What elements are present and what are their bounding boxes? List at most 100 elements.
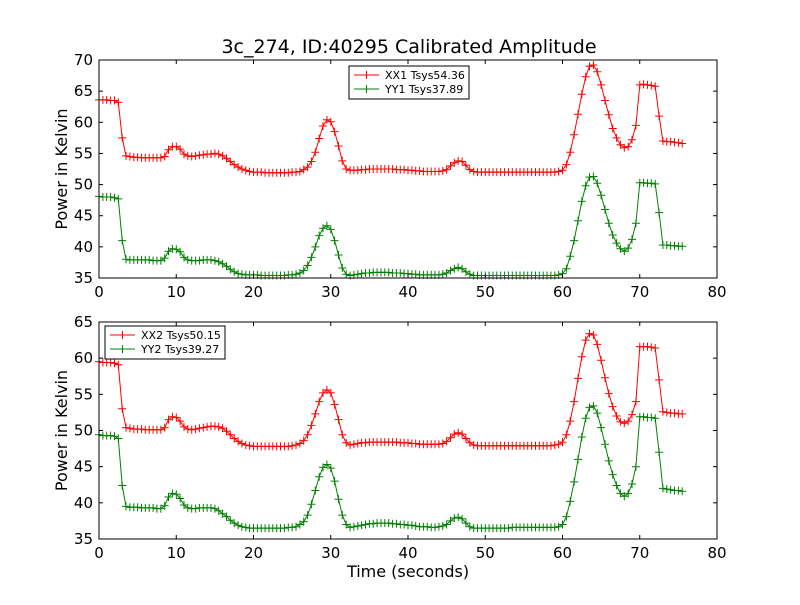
data-point [450, 514, 459, 522]
data-point [601, 205, 609, 214]
data-point [214, 257, 223, 266]
data-point [234, 437, 243, 446]
data-point [434, 522, 443, 531]
data-point [357, 269, 366, 278]
data-point [585, 62, 594, 71]
data-point [407, 166, 416, 175]
data-point [438, 439, 447, 448]
data-point [593, 179, 602, 188]
data-point [322, 221, 331, 230]
data-point [392, 438, 401, 447]
data-point [554, 522, 563, 531]
data-point [631, 462, 640, 471]
data-point [334, 415, 343, 424]
data-point [214, 422, 223, 431]
data-point [434, 440, 443, 449]
data-point [334, 495, 343, 504]
data-point [118, 404, 127, 413]
data-point [601, 96, 609, 105]
data-point [678, 409, 687, 418]
data-point [106, 431, 115, 440]
data-point [102, 95, 111, 104]
data-point [338, 264, 347, 272]
data-point [566, 148, 575, 157]
data-point [570, 236, 579, 245]
data-point [384, 268, 393, 277]
y-axis-label: Power in Kelvin [52, 370, 71, 491]
data-point [570, 397, 579, 406]
data-point [597, 423, 606, 432]
data-point [631, 219, 640, 228]
data-point [195, 424, 204, 433]
data-point [307, 253, 316, 262]
data-point [284, 442, 293, 451]
data-point [678, 139, 687, 148]
data-point [404, 438, 412, 447]
y-tick-label: 55 [74, 385, 93, 403]
data-point [330, 400, 339, 409]
data-point [597, 356, 606, 365]
data-point [311, 409, 320, 418]
data-point [628, 410, 636, 419]
data-point [662, 408, 671, 417]
data-point [326, 225, 335, 234]
y-tick-label: 65 [74, 82, 93, 100]
data-point [210, 504, 219, 513]
data-point [241, 441, 250, 449]
data-point [674, 138, 683, 147]
data-point [604, 456, 613, 465]
data-point [160, 501, 169, 510]
data-point [311, 148, 320, 157]
data-point [353, 166, 362, 175]
data-point [237, 439, 246, 448]
data-point [574, 110, 582, 119]
data-point [608, 402, 617, 411]
data-point [558, 520, 567, 529]
data-point [585, 329, 594, 338]
data-point [299, 436, 308, 445]
data-point [658, 137, 667, 145]
data-point [554, 167, 563, 176]
data-point [461, 161, 470, 170]
data-point [601, 373, 609, 382]
data-point [315, 472, 324, 481]
y-axis-label: Power in Kelvin [52, 108, 71, 229]
data-point [655, 448, 664, 457]
data-point [628, 235, 636, 244]
data-point [461, 434, 470, 443]
data-point [176, 145, 185, 154]
data-point [454, 513, 463, 522]
data-point [620, 419, 629, 428]
series-2-group [95, 172, 687, 280]
data-point [122, 255, 130, 264]
top-panel: 0 10 20 30 40 50 60 70 80 35 40 45 50 55 60 65 70 Power i… [52, 51, 727, 301]
data-point [593, 340, 602, 349]
data-point [566, 497, 575, 506]
y-tick-label: 60 [74, 349, 93, 367]
data-point [639, 80, 648, 89]
data-point [338, 156, 347, 165]
data-point [431, 523, 439, 532]
data-point [160, 254, 169, 263]
data-point [183, 503, 192, 512]
data-point [307, 500, 316, 509]
data-point [566, 417, 575, 426]
legend-box [104, 325, 226, 360]
data-point [581, 336, 590, 345]
data-point [114, 360, 123, 369]
data-point [446, 266, 455, 275]
data-point [303, 261, 312, 270]
data-point [307, 421, 316, 430]
data-point [581, 181, 590, 190]
data-point [577, 433, 586, 441]
data-point [438, 270, 447, 279]
data-point [210, 256, 219, 265]
x-tick-label: 20 [244, 544, 263, 562]
data-point [346, 441, 355, 449]
data-point [574, 455, 582, 464]
data-point [423, 522, 432, 531]
x-tick-label: 0 [94, 283, 104, 301]
x-tick-label: 70 [630, 544, 649, 562]
data-point [280, 524, 289, 533]
